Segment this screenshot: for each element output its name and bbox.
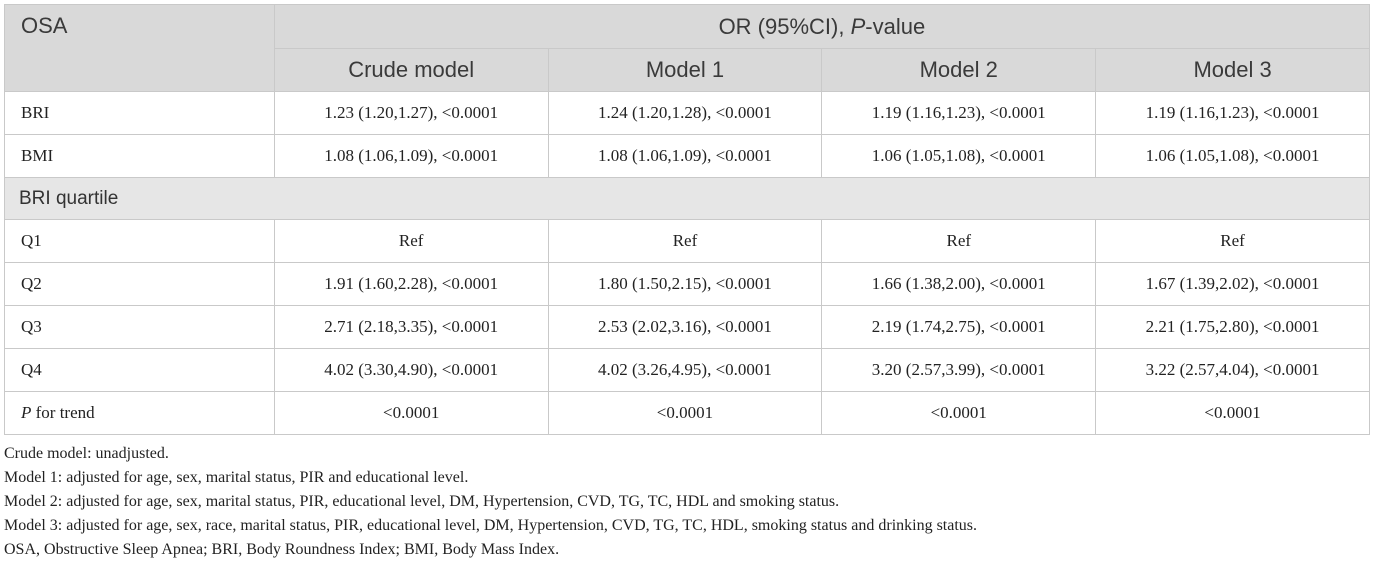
table-cell: 1.06 (1.05,1.08), <0.0001: [821, 134, 1097, 178]
table-cell: Ref: [1095, 219, 1370, 263]
table-cell: 1.24 (1.20,1.28), <0.0001: [547, 91, 823, 135]
table-cell: 1.80 (1.50,2.15), <0.0001: [547, 262, 823, 306]
table-cell: 4.02 (3.26,4.95), <0.0001: [547, 348, 823, 392]
table-row: Q3 2.71 (2.18,3.35), <0.0001 2.53 (2.02,…: [4, 305, 1370, 349]
table-cell: 2.53 (2.02,3.16), <0.0001: [547, 305, 823, 349]
table-cell: 1.66 (1.38,2.00), <0.0001: [821, 262, 1097, 306]
row-label: Q2: [4, 262, 275, 306]
footnote: Model 2: adjusted for age, sex, marital …: [4, 493, 840, 510]
table-cell: 1.19 (1.16,1.23), <0.0001: [1095, 91, 1370, 135]
table-row: Q1 Ref Ref Ref Ref: [4, 219, 1370, 263]
table-row: BMI 1.08 (1.06,1.09), <0.0001 1.08 (1.06…: [4, 134, 1370, 178]
table-cell: 1.19 (1.16,1.23), <0.0001: [821, 91, 1097, 135]
table-cell: 3.22 (2.57,4.04), <0.0001: [1095, 348, 1370, 392]
trend-row: P for trend <0.0001 <0.0001 <0.0001 <0.0…: [4, 391, 1370, 435]
table-cell: 1.91 (1.60,2.28), <0.0001: [273, 262, 549, 306]
header-model-1: Model 1: [547, 48, 823, 92]
section-row: BRI quartile: [4, 177, 1370, 220]
results-table: OSA OR (95%CI), P-value Crude model Mode…: [4, 4, 1371, 435]
row-label: BMI: [4, 134, 275, 178]
row-label: BRI: [4, 91, 275, 135]
header-model-3: Model 3: [1095, 48, 1370, 92]
table-cell: <0.0001: [821, 391, 1097, 435]
footnotes: Crude model: unadjusted. Model 1: adjust…: [4, 442, 977, 562]
row-label: Q1: [4, 219, 275, 263]
table-cell: 3.20 (2.57,3.99), <0.0001: [821, 348, 1097, 392]
footnote: Model 3: adjusted for age, sex, race, ma…: [4, 517, 978, 534]
section-label: BRI quartile: [4, 177, 1370, 220]
results-table-container: OSA OR (95%CI), P-value Crude model Mode…: [4, 4, 1371, 435]
corner-header: OSA: [4, 4, 275, 92]
table-cell: 2.21 (1.75,2.80), <0.0001: [1095, 305, 1370, 349]
table-cell: Ref: [273, 219, 549, 263]
row-label: Q3: [4, 305, 275, 349]
header-crude-model: Crude model: [273, 48, 549, 92]
header-model-2: Model 2: [821, 48, 1097, 92]
table-cell: 1.06 (1.05,1.08), <0.0001: [1095, 134, 1370, 178]
footnote: Model 1: adjusted for age, sex, marital …: [4, 469, 469, 486]
table-cell: 1.23 (1.20,1.27), <0.0001: [273, 91, 549, 135]
table-cell: <0.0001: [547, 391, 823, 435]
table-cell: 1.08 (1.06,1.09), <0.0001: [273, 134, 549, 178]
table-cell: Ref: [821, 219, 1097, 263]
table-row: BRI 1.23 (1.20,1.27), <0.0001 1.24 (1.20…: [4, 91, 1370, 135]
table-cell: <0.0001: [1095, 391, 1370, 435]
footnote: OSA, Obstructive Sleep Apnea; BRI, Body …: [4, 541, 560, 558]
table-row: Q4 4.02 (3.30,4.90), <0.0001 4.02 (3.26,…: [4, 348, 1370, 392]
table-cell: 2.19 (1.74,2.75), <0.0001: [821, 305, 1097, 349]
table-cell: 1.67 (1.39,2.02), <0.0001: [1095, 262, 1370, 306]
table-cell: 4.02 (3.30,4.90), <0.0001: [273, 348, 549, 392]
table-cell: <0.0001: [273, 391, 549, 435]
table-cell: 1.08 (1.06,1.09), <0.0001: [547, 134, 823, 178]
row-label: P for trend: [4, 391, 275, 435]
row-label: Q4: [4, 348, 275, 392]
group-header: OR (95%CI), P-value: [273, 4, 1371, 49]
footnote: Crude model: unadjusted.: [4, 445, 169, 462]
table-cell: Ref: [547, 219, 823, 263]
table-row: Q2 1.91 (1.60,2.28), <0.0001 1.80 (1.50,…: [4, 262, 1370, 306]
table-cell: 2.71 (2.18,3.35), <0.0001: [273, 305, 549, 349]
